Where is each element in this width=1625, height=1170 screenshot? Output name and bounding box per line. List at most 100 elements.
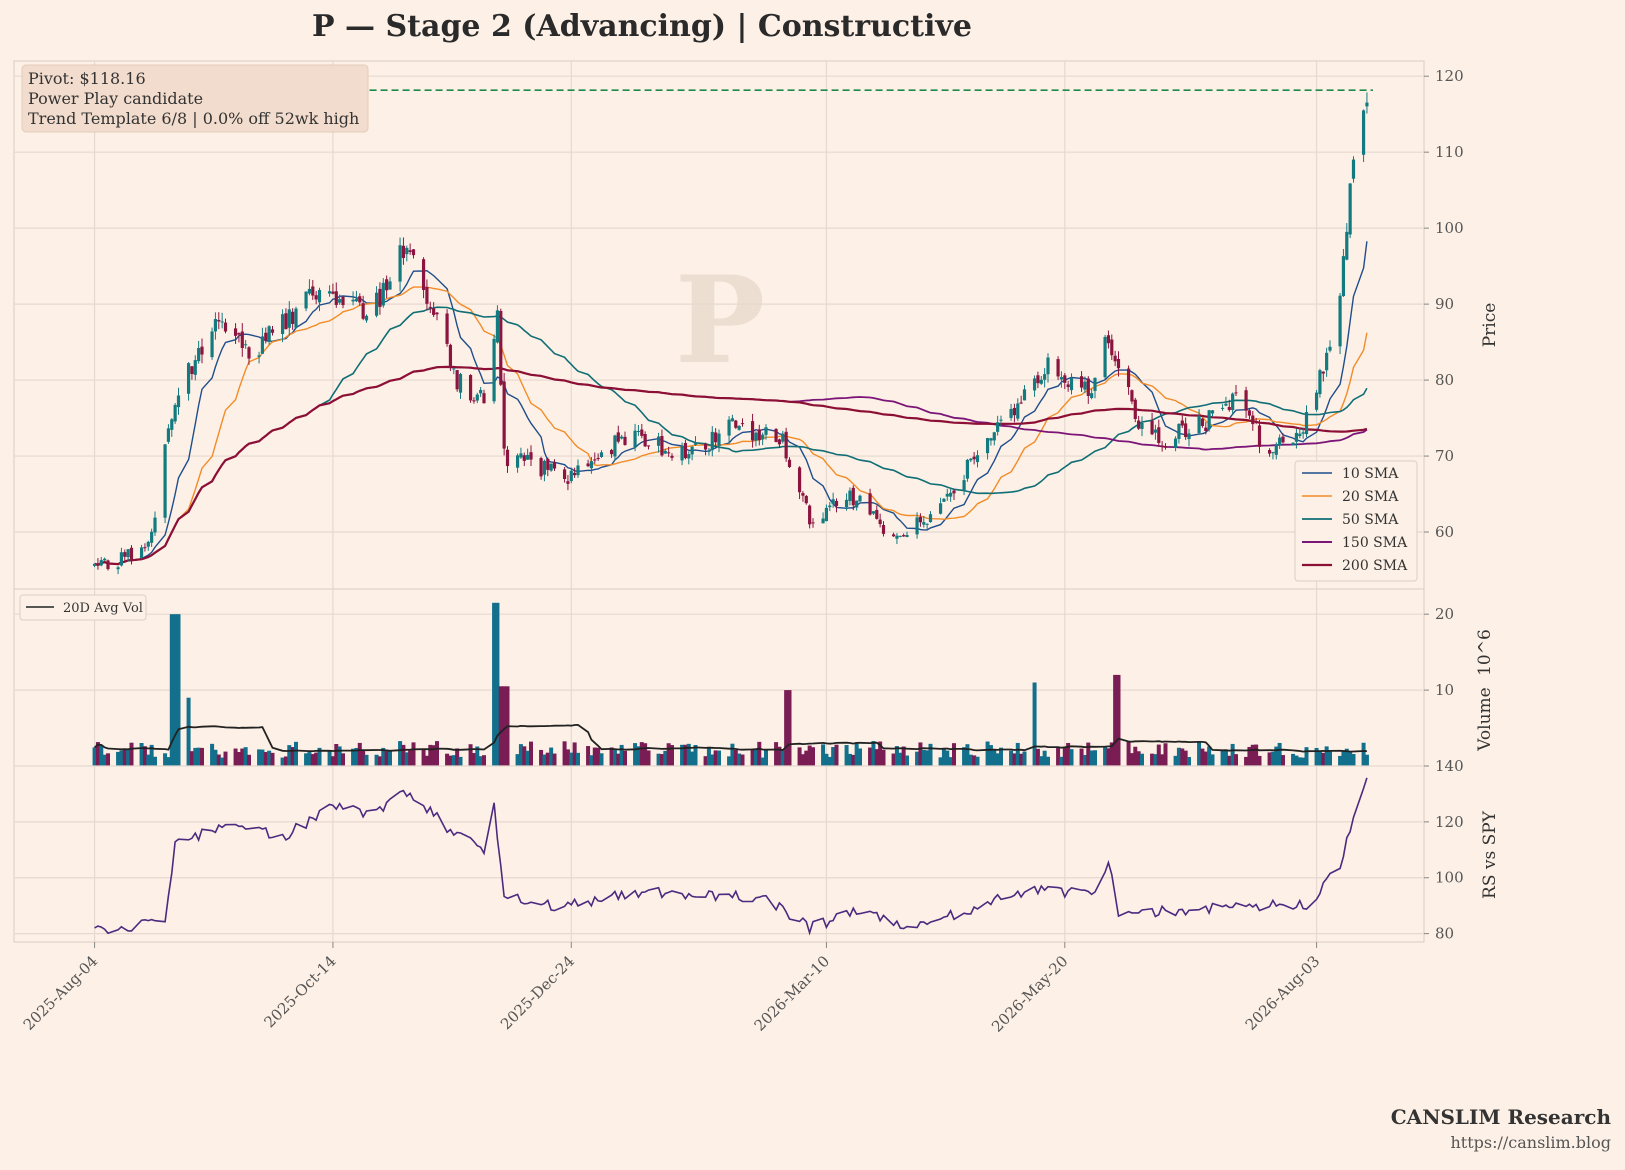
candle-body <box>1153 429 1158 433</box>
candle-body <box>667 452 671 454</box>
candle-body <box>952 490 956 494</box>
volume-bar <box>451 755 456 766</box>
volume-bar <box>243 747 248 766</box>
candle-body <box>1116 358 1121 369</box>
volume-bar <box>290 747 295 766</box>
candle-body <box>338 299 342 303</box>
volume-bar <box>1197 741 1202 766</box>
volume-bar <box>1042 750 1047 766</box>
volume-bar <box>844 745 849 766</box>
candle-body <box>539 458 543 477</box>
volume-bar <box>562 741 567 766</box>
candle-body <box>374 292 379 316</box>
candle-body <box>949 492 953 497</box>
volume-bar <box>549 747 554 766</box>
candle-body <box>176 395 181 408</box>
candle-body <box>576 465 580 476</box>
volume-bar <box>965 744 970 766</box>
volume-bar <box>431 745 436 766</box>
candle-body <box>875 509 879 519</box>
volume-bar <box>847 753 852 766</box>
candle-body <box>996 422 1000 432</box>
volume-bar <box>918 742 923 766</box>
volume-bar <box>458 756 463 766</box>
candle-body <box>307 288 312 294</box>
candle-body <box>727 419 731 436</box>
volume-bar <box>596 747 601 766</box>
volume-bar <box>686 743 691 766</box>
candle-body <box>1278 437 1282 446</box>
volume-bar <box>95 742 100 766</box>
candle-body <box>1271 452 1275 454</box>
candle-body <box>1244 390 1248 411</box>
volume-bar <box>502 686 507 766</box>
volume-bar <box>173 614 178 766</box>
volume-bar <box>968 754 973 766</box>
candle-body <box>797 467 802 493</box>
candle-body <box>264 332 268 341</box>
rs-tick-label: 80 <box>1435 925 1454 943</box>
volume-bar <box>1250 744 1255 766</box>
volume-bar <box>398 741 403 766</box>
volume-bar <box>1093 750 1097 766</box>
volume-bar <box>236 752 241 766</box>
volume-bar <box>1270 751 1275 766</box>
volume-bar <box>1062 747 1067 766</box>
candle-body <box>1187 433 1191 440</box>
candle-body <box>1140 422 1144 429</box>
candle-body <box>233 328 238 336</box>
candle-body <box>1137 420 1141 429</box>
candle-body <box>972 456 976 460</box>
volume-bar <box>357 742 362 766</box>
volume-bar <box>263 752 268 766</box>
watermark: P <box>675 250 765 391</box>
candle-body <box>781 433 785 442</box>
candle-body <box>1177 423 1181 439</box>
volume-bar <box>404 752 409 766</box>
volume-bar <box>948 757 953 766</box>
candle-body <box>223 322 228 332</box>
volume-bar <box>471 753 476 766</box>
candle-body <box>898 535 902 537</box>
candle-body <box>1093 377 1097 391</box>
candle-body <box>173 404 177 422</box>
candle-body <box>341 296 345 306</box>
volume-bar <box>327 750 332 766</box>
candle-body <box>1234 392 1238 394</box>
candle-body <box>123 552 127 557</box>
volume-bar <box>176 614 181 766</box>
candle-body <box>1160 445 1164 447</box>
volume-bar <box>874 749 879 766</box>
volume-bar <box>952 743 956 766</box>
volume-bar <box>800 754 805 766</box>
svg-text:20D Avg Vol: 20D Avg Vol <box>63 601 143 616</box>
candle-body <box>1227 407 1231 410</box>
volume-bar <box>1200 748 1205 766</box>
candle-body <box>150 531 154 543</box>
volume-bar <box>727 756 732 766</box>
svg-text:200 SMA: 200 SMA <box>1342 558 1408 574</box>
price-tick-label: 120 <box>1435 67 1464 85</box>
candle-body <box>1325 352 1329 371</box>
candle-body <box>804 496 808 504</box>
volume-bar <box>730 743 735 766</box>
candle-body <box>1204 427 1208 431</box>
candle-body <box>646 445 651 447</box>
volume-bar <box>891 753 896 766</box>
volume-bar <box>1133 746 1138 766</box>
candle-body <box>515 455 520 468</box>
candle-body <box>1173 438 1178 449</box>
volume-bar <box>424 755 429 766</box>
volume-bar <box>552 753 557 766</box>
candle-body <box>354 298 359 302</box>
volume-bar <box>764 749 768 766</box>
candle-body <box>1298 433 1302 437</box>
candle-body <box>1019 402 1023 404</box>
volume-bar <box>656 753 661 766</box>
candle-body <box>1032 378 1037 391</box>
volume-bar <box>1009 750 1014 766</box>
candle-body <box>526 454 530 460</box>
volume-bar <box>153 756 157 766</box>
volume-bar <box>1187 756 1191 766</box>
